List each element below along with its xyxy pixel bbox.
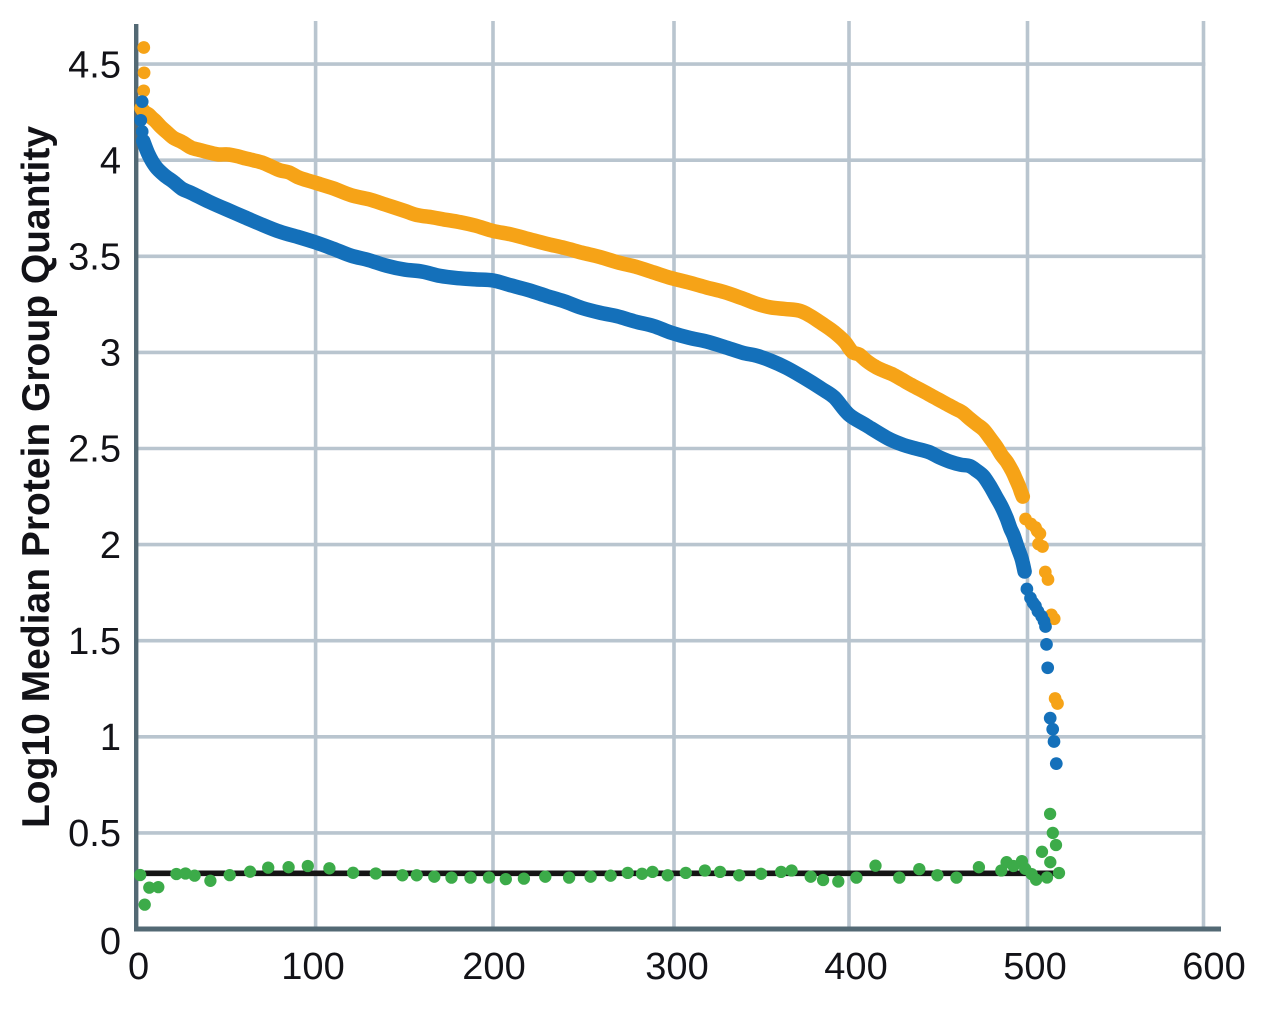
svg-text:600: 600 <box>1182 946 1245 988</box>
svg-text:100: 100 <box>281 946 344 988</box>
svg-text:0.5: 0.5 <box>68 813 121 855</box>
svg-text:400: 400 <box>824 946 887 988</box>
svg-text:Log10 Median Protein Group Qua: Log10 Median Protein Group Quantity <box>15 126 58 828</box>
svg-text:0: 0 <box>128 946 149 988</box>
svg-text:2: 2 <box>100 525 121 567</box>
svg-text:1: 1 <box>100 717 121 759</box>
svg-text:0: 0 <box>100 921 121 963</box>
svg-text:3.5: 3.5 <box>68 237 121 279</box>
svg-text:300: 300 <box>645 946 708 988</box>
svg-text:4: 4 <box>100 140 121 182</box>
svg-text:2.5: 2.5 <box>68 429 121 471</box>
svg-text:3: 3 <box>100 333 121 375</box>
svg-text:500: 500 <box>1003 946 1066 988</box>
svg-text:4.5: 4.5 <box>68 44 121 86</box>
svg-text:200: 200 <box>462 946 525 988</box>
svg-text:1.5: 1.5 <box>68 621 121 663</box>
